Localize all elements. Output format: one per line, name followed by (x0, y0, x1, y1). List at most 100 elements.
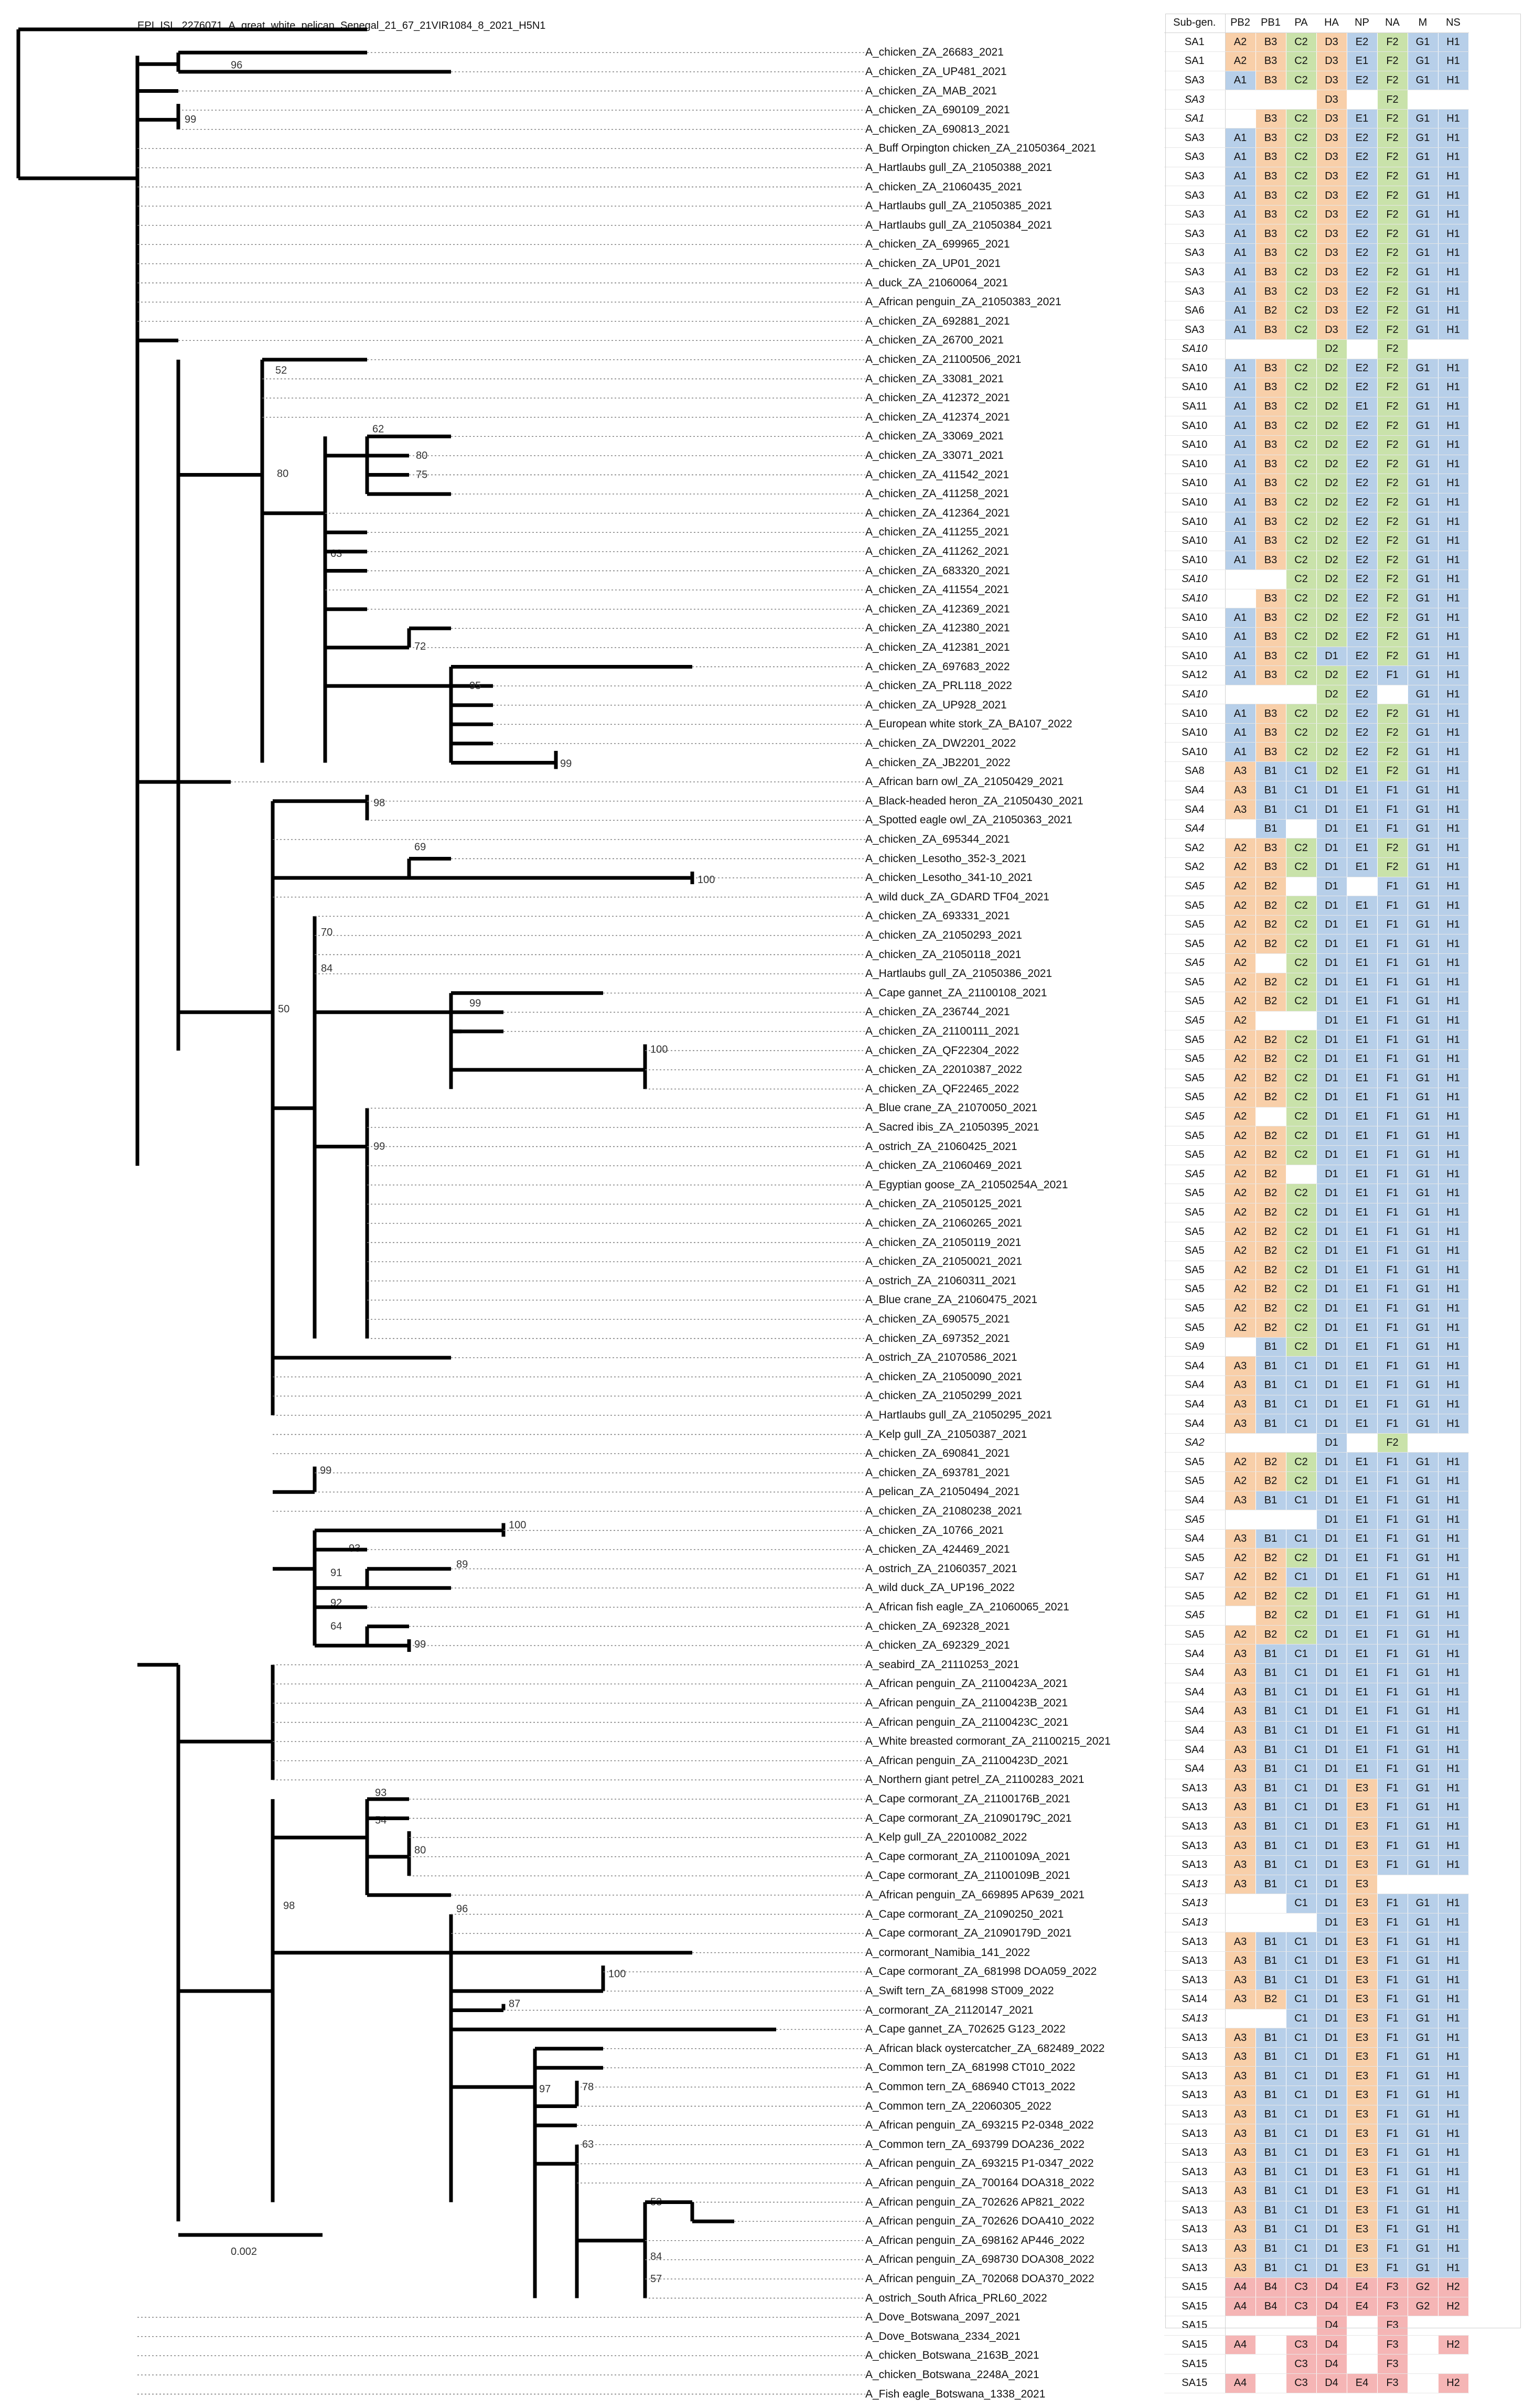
subgenotype-cell: SA5 (1164, 915, 1226, 935)
m-cell: G1 (1408, 128, 1439, 148)
pb1-cell: B2 (1255, 973, 1286, 993)
subgenotype-cell: SA5 (1164, 1126, 1226, 1146)
pb1-cell: B3 (1255, 416, 1286, 436)
ns-cell: H1 (1438, 1817, 1469, 1837)
tip-label: A_ostrich_ZA_21060425_2021 (865, 1140, 1017, 1153)
pb1-cell (1255, 2009, 1286, 2029)
tip-label: A_chicken_ZA_MAB_2021 (865, 84, 997, 97)
tip-label: A_chicken_ZA_21060469_2021 (865, 1159, 1022, 1172)
tip-label: A_chicken_ZA_UP481_2021 (865, 65, 1007, 78)
na-cell: F1 (1377, 2028, 1408, 2048)
pa-cell: C2 (1286, 205, 1317, 225)
np-cell: E3 (1347, 1932, 1378, 1952)
support-52: 52 (275, 365, 287, 377)
pb2-cell: A1 (1225, 647, 1256, 666)
pb1-cell: B3 (1255, 435, 1286, 455)
pa-cell: C2 (1286, 378, 1317, 397)
ns-cell: H1 (1438, 992, 1469, 1012)
np-cell: E3 (1347, 2162, 1378, 2182)
ha-cell: D1 (1316, 1740, 1347, 1760)
na-cell: F1 (1377, 781, 1408, 801)
subgenotype-cell: SA3 (1164, 186, 1226, 206)
pb2-cell: A3 (1225, 2220, 1256, 2240)
pa-cell: C2 (1286, 1337, 1317, 1357)
subgenotype-cell: SA10 (1164, 589, 1226, 609)
pa-cell: C1 (1286, 781, 1317, 801)
m-cell: G1 (1408, 1567, 1439, 1587)
ha-cell: D1 (1316, 953, 1347, 973)
ha-cell: D1 (1316, 1970, 1347, 1991)
m-cell: G1 (1408, 742, 1439, 762)
m-cell: G1 (1408, 1702, 1439, 1722)
subgenotype-cell: SA10 (1164, 685, 1226, 705)
ns-cell: H1 (1438, 512, 1469, 532)
m-cell: G1 (1408, 1817, 1439, 1837)
pb2-cell: A3 (1225, 1375, 1256, 1395)
subgenotype-cell: SA13 (1164, 1817, 1226, 1837)
ns-cell: H1 (1438, 1759, 1469, 1779)
np-cell: E2 (1347, 608, 1378, 628)
pb1-cell: B3 (1255, 71, 1286, 91)
ns-cell: H1 (1438, 1529, 1469, 1549)
pa-cell: C2 (1286, 896, 1317, 916)
pb1-cell: B3 (1255, 627, 1286, 647)
support-84-b: 84 (650, 2251, 662, 2262)
pb2-cell: A2 (1225, 953, 1256, 973)
tip-label: A_wild duck_ZA_GDARD TF04_2021 (865, 890, 1049, 903)
na-cell: F2 (1377, 263, 1408, 283)
na-cell: F1 (1377, 1261, 1408, 1281)
np-cell: E1 (1347, 973, 1378, 993)
pb2-cell: A2 (1225, 915, 1256, 935)
tip-label: A_chicken_ZA_JB2201_2022 (865, 756, 1011, 769)
table-row: SA3 A1 B3 C2 D3 E2 F2 G1 H1 (1164, 147, 1469, 167)
pb1-cell: B2 (1255, 1069, 1286, 1089)
tip-label: A_African penguin_ZA_702068 DOA370_2022 (865, 2272, 1094, 2285)
pb1-cell: B4 (1255, 2277, 1286, 2297)
ha-cell: D1 (1316, 1088, 1347, 1108)
subgenotype-cell: SA5 (1164, 1069, 1226, 1089)
table-row: SA8 A3 B1 C1 D2 E1 F2 G1 H1 (1164, 761, 1469, 781)
na-cell: F2 (1377, 339, 1408, 359)
pa-cell: C1 (1286, 1875, 1317, 1895)
m-cell: G1 (1408, 1375, 1439, 1395)
pb2-cell: A3 (1225, 1798, 1256, 1818)
subgenotype-cell: SA3 (1164, 205, 1226, 225)
ns-cell: H1 (1438, 1644, 1469, 1664)
na-cell: F1 (1377, 2162, 1408, 2182)
ns-cell: H2 (1438, 2335, 1469, 2355)
ha-cell: D3 (1316, 51, 1347, 71)
pb2-cell (1225, 2354, 1256, 2374)
ha-cell: D4 (1316, 2354, 1347, 2374)
pb2-cell: A2 (1225, 51, 1256, 71)
np-cell: E3 (1347, 1913, 1378, 1933)
pa-cell: C1 (1286, 2028, 1317, 2048)
m-cell: G1 (1408, 243, 1439, 263)
np-cell: E1 (1347, 934, 1378, 954)
ns-cell: H1 (1438, 1855, 1469, 1875)
np-cell (1347, 1433, 1378, 1453)
subgenotype-cell: SA4 (1164, 800, 1226, 820)
table-row: SA3 A1 B3 C2 D3 E2 F2 G1 H1 (1164, 128, 1469, 148)
pa-cell: C2 (1286, 838, 1317, 858)
ha-cell: D2 (1316, 627, 1347, 647)
np-cell: E1 (1347, 915, 1378, 935)
subgenotype-cell: SA2 (1164, 1433, 1226, 1453)
pb2-cell: A1 (1225, 224, 1256, 244)
pb1-cell: B1 (1255, 1875, 1286, 1895)
pb1-cell: B3 (1255, 474, 1286, 493)
pa-cell: C2 (1286, 1452, 1317, 1472)
tip-label: A_ostrich_ZA_21070586_2021 (865, 1351, 1017, 1364)
na-cell: F2 (1377, 71, 1408, 91)
ns-cell: H1 (1438, 1414, 1469, 1434)
ha-cell: D1 (1316, 1395, 1347, 1415)
pb1-cell: B2 (1255, 1241, 1286, 1261)
tip-label: A_African fish eagle_ZA_21060065_2021 (865, 1600, 1069, 1613)
ha-cell: D1 (1316, 877, 1347, 897)
subgenotype-cell: SA13 (1164, 1913, 1226, 1933)
subgenotype-cell: SA13 (1164, 2047, 1226, 2067)
tip-label: A_African penguin_ZA_669895 AP639_2021 (865, 1888, 1085, 1901)
tip-label: A_chicken_ZA_33081_2021 (865, 372, 1004, 385)
na-cell: F2 (1377, 608, 1408, 628)
subgenotype-cell: SA15 (1164, 2354, 1226, 2374)
ns-cell: H1 (1438, 685, 1469, 705)
